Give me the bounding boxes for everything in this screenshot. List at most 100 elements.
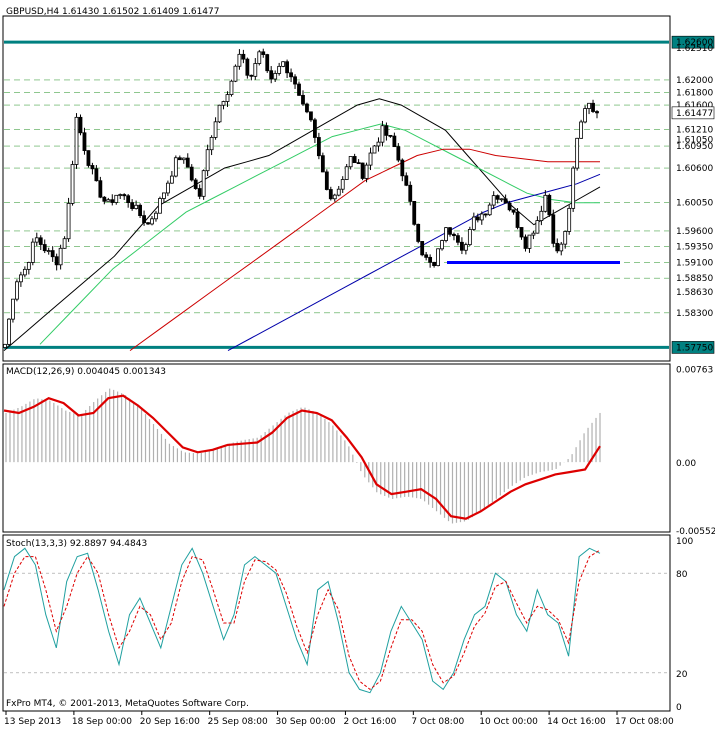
candle-body-24 xyxy=(98,180,103,198)
candle-body-136 xyxy=(543,194,548,212)
copyright-text: FxPro MT4, © 2001-2013, MetaQuotes Softw… xyxy=(6,699,249,709)
candle-body-1 xyxy=(7,318,11,345)
time-tick-label: 14 Oct 16:00 xyxy=(547,717,606,727)
candle-body-43 xyxy=(173,157,178,177)
candle-body-2 xyxy=(11,298,15,320)
candle-body-69 xyxy=(277,65,282,74)
candle-body-114 xyxy=(456,235,460,243)
time-tick-label: 18 Sep 00:00 xyxy=(72,717,132,727)
candle-body-44 xyxy=(177,157,182,161)
candle-body-39 xyxy=(158,198,162,214)
candle-body-147 xyxy=(587,102,591,109)
candle-body-101 xyxy=(404,175,409,186)
price-tick-label: 1.61210 xyxy=(676,126,713,136)
candle-body-20 xyxy=(82,132,87,152)
candle-body-26 xyxy=(106,199,111,202)
candle-body-92 xyxy=(368,152,373,166)
stoch-lines xyxy=(3,547,601,694)
macd-tick-label: -0.005528 xyxy=(676,527,715,537)
candle-body-22 xyxy=(90,165,95,170)
time-tick-label: 10 Oct 00:00 xyxy=(479,717,538,727)
candle-body-144 xyxy=(575,137,580,169)
candle-body-66 xyxy=(265,54,270,72)
candle-body-143 xyxy=(571,167,576,209)
candle-body-148 xyxy=(591,102,595,112)
candle-body-139 xyxy=(555,242,560,252)
candle-body-46 xyxy=(185,157,190,168)
candle-body-23 xyxy=(94,168,99,182)
candle-body-89 xyxy=(356,162,361,165)
candle-body-57 xyxy=(229,80,234,95)
candle-body-62 xyxy=(249,74,254,77)
candle-body-6 xyxy=(26,262,31,270)
candle-body-71 xyxy=(285,61,289,74)
candle-body-42 xyxy=(169,175,174,184)
price-tick-label: 1.61600 xyxy=(676,101,713,111)
candle-body-48 xyxy=(193,179,198,189)
price-tick-label: 1.59600 xyxy=(676,227,713,237)
candle-body-36 xyxy=(146,222,150,225)
candle-body-13 xyxy=(54,256,59,266)
macd-signal-line xyxy=(3,394,601,520)
candle-body-79 xyxy=(316,137,321,157)
candle-body-131 xyxy=(523,236,528,249)
candle-body-41 xyxy=(165,182,170,194)
candle-body-129 xyxy=(515,211,520,228)
candle-body-124 xyxy=(495,195,500,200)
price-tick-label: 1.59100 xyxy=(676,258,713,268)
macd-tick-label: 0.00 xyxy=(676,459,696,469)
price-tick-label: 1.58300 xyxy=(676,309,713,319)
macd-panel-frame xyxy=(2,363,671,533)
candle-body-119 xyxy=(475,216,480,221)
candle-body-78 xyxy=(313,119,317,138)
candle-body-65 xyxy=(261,51,266,55)
stoch-panel-frame xyxy=(2,534,671,712)
candle-body-140 xyxy=(559,243,564,252)
candle-body-54 xyxy=(217,104,222,123)
candle-body-111 xyxy=(444,227,448,241)
price-tick-label: 1.61477 xyxy=(676,109,713,119)
candle-body-98 xyxy=(392,135,397,148)
candle-body-75 xyxy=(301,94,305,105)
candle-body-67 xyxy=(269,70,274,80)
candle-body-100 xyxy=(400,159,405,177)
candle-body-45 xyxy=(181,157,186,161)
price-tick-label: 1.59350 xyxy=(676,243,713,253)
time-tick-label: 25 Sep 08:00 xyxy=(208,717,268,727)
candle-body-11 xyxy=(46,250,51,252)
time-tick-label: 13 Sep 2013 xyxy=(4,717,61,727)
candle-body-127 xyxy=(507,202,512,211)
candle-body-138 xyxy=(551,214,556,244)
candle-body-123 xyxy=(491,195,496,206)
candle-body-72 xyxy=(289,72,293,78)
candle-body-14 xyxy=(58,247,63,266)
candle-body-17 xyxy=(70,164,75,204)
candle-body-0 xyxy=(3,343,7,348)
candle-body-77 xyxy=(309,111,313,121)
candle-body-88 xyxy=(352,156,357,164)
time-tick-label: 17 Oct 08:00 xyxy=(615,717,674,727)
candle-body-81 xyxy=(324,171,329,190)
stoch-signal-line xyxy=(3,549,601,691)
candle-body-47 xyxy=(189,166,194,181)
candle-body-31 xyxy=(126,195,131,203)
candle-body-125 xyxy=(499,198,504,201)
price-tick-label: 1.62510 xyxy=(676,44,713,54)
time-tick-label: 30 Sep 00:00 xyxy=(276,717,336,727)
candle-body-32 xyxy=(130,202,135,209)
candle-body-12 xyxy=(50,250,55,258)
candle-body-50 xyxy=(201,170,206,197)
candle-body-97 xyxy=(388,134,393,137)
price-tick-label: 1.60950 xyxy=(676,142,713,152)
candle-body-87 xyxy=(348,156,353,168)
candle-body-7 xyxy=(30,241,35,263)
candle-body-106 xyxy=(424,254,429,258)
candle-body-146 xyxy=(583,108,587,123)
candle-body-61 xyxy=(245,58,250,76)
candle-body-133 xyxy=(531,232,536,236)
candle-body-74 xyxy=(297,83,301,96)
